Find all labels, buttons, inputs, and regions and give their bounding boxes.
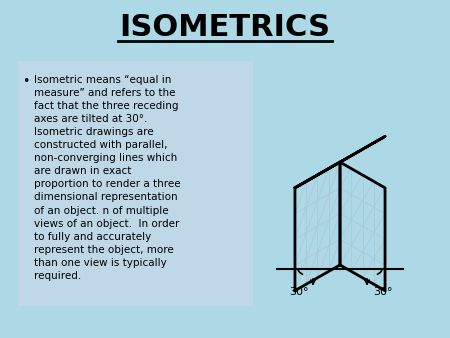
Text: 30°: 30° <box>289 287 309 297</box>
Text: •: • <box>22 75 30 88</box>
Text: 30°: 30° <box>374 287 393 297</box>
FancyBboxPatch shape <box>18 61 253 307</box>
Text: ISOMETRICS: ISOMETRICS <box>120 13 330 42</box>
Text: Isometric means “equal in
measure” and refers to the
fact that the three recedin: Isometric means “equal in measure” and r… <box>34 75 180 281</box>
